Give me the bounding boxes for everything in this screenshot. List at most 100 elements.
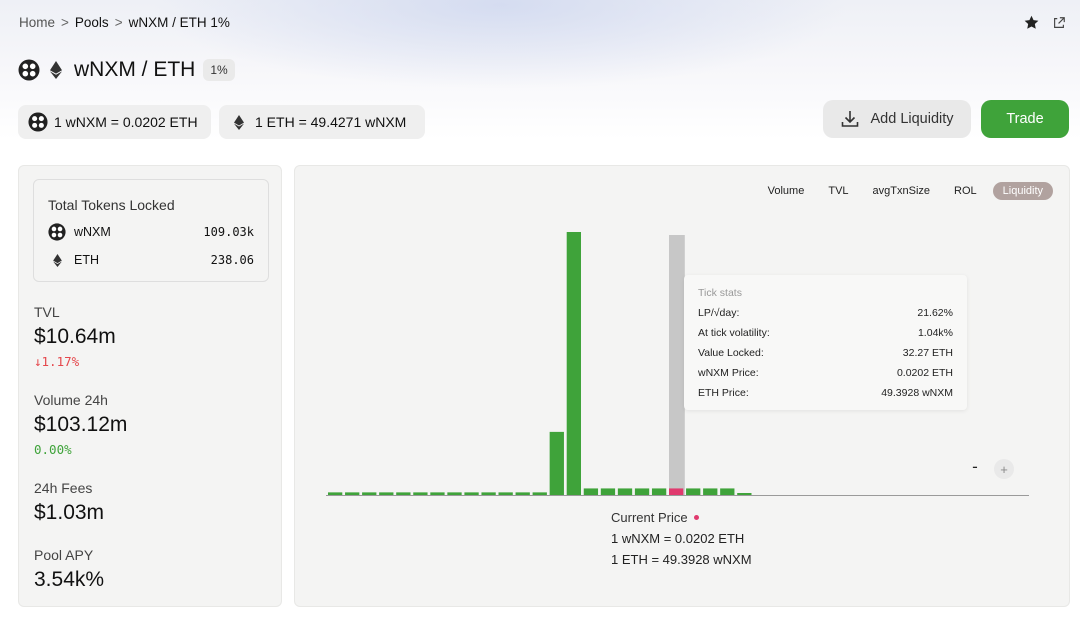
- breadcrumb-separator: >: [114, 15, 123, 30]
- volume-value: $103.12m: [34, 413, 128, 436]
- price-chip-eth[interactable]: 1 ETH = 49.4271 wNXM: [219, 105, 425, 139]
- price-chip-text: 1 wNXM = 0.0202 ETH: [54, 114, 198, 130]
- tooltip-row: Value Locked: 32.27 ETH: [698, 347, 953, 359]
- wnxm-icon: [18, 59, 40, 81]
- download-icon: [842, 111, 859, 127]
- liquidity-bar[interactable]: [737, 493, 752, 495]
- liquidity-bar[interactable]: [328, 492, 343, 495]
- pool-stats-panel: Total Tokens Locked wNXM 109.03k: [18, 165, 282, 607]
- tvl-value: $10.64m: [34, 325, 116, 348]
- breadcrumb-separator: >: [61, 15, 69, 30]
- zoom-out-button[interactable]: -: [972, 457, 978, 476]
- breadcrumb: Home > Pools > wNXM / ETH 1%: [19, 15, 230, 30]
- volume-label: Volume 24h: [34, 392, 108, 408]
- eth-icon: [229, 111, 249, 133]
- current-price-dot-icon: [693, 515, 699, 520]
- apy-label: Pool APY: [34, 547, 94, 563]
- fees-value: $1.03m: [34, 501, 105, 524]
- tick-stats-tooltip: Tick stats LP/√day: 21.62% At tick volat…: [684, 275, 967, 410]
- tooltip-row: ETH Price: 49.3928 wNXM: [698, 387, 953, 399]
- token-row-wnxm: wNXM 109.03k: [48, 222, 254, 242]
- liquidity-bar[interactable]: [549, 431, 564, 495]
- token-amount: 238.06: [210, 253, 254, 267]
- external-link-icon[interactable]: [1052, 16, 1066, 30]
- tooltip-label: wNXM Price:: [698, 367, 759, 379]
- current-tick-bar[interactable]: [669, 488, 684, 495]
- token-symbol: wNXM: [74, 225, 111, 239]
- current-price-label: Current Price: [611, 510, 688, 525]
- tooltip-label: ETH Price:: [698, 387, 749, 399]
- liquidity-bar[interactable]: [498, 492, 513, 495]
- token-row-eth: ETH 238.06: [48, 250, 254, 270]
- tooltip-value: 21.62%: [917, 307, 953, 319]
- total-tokens-locked-card: Total Tokens Locked wNXM 109.03k: [33, 179, 269, 282]
- liquidity-bar-chart[interactable]: [295, 166, 1070, 607]
- liquidity-bar[interactable]: [720, 488, 735, 495]
- add-liquidity-button[interactable]: Add Liquidity: [823, 100, 971, 138]
- tab-tvl[interactable]: TVL: [828, 185, 849, 197]
- liquidity-bar[interactable]: [481, 492, 496, 495]
- liquidity-bar[interactable]: [600, 488, 616, 495]
- price-chip-text: 1 ETH = 49.4271 wNXM: [255, 114, 407, 130]
- liquidity-bar[interactable]: [532, 492, 547, 495]
- liquidity-bar[interactable]: [345, 492, 360, 495]
- liquidity-bar[interactable]: [379, 492, 394, 495]
- trade-button[interactable]: Trade: [981, 100, 1069, 138]
- liquidity-bar[interactable]: [651, 488, 667, 495]
- tab-avgtxnsize[interactable]: avgTxnSize: [872, 185, 931, 197]
- fees-label: 24h Fees: [34, 480, 93, 496]
- chart-tabs: Volume TVL avgTxnSize ROL Liquidity: [756, 182, 1053, 200]
- tooltip-value: 32.27 ETH: [902, 347, 953, 359]
- apy-value: 3.54k%: [34, 568, 105, 591]
- tooltip-value: 1.04k%: [917, 327, 953, 339]
- pool-title: wNXM / ETH 1%: [18, 58, 235, 82]
- liquidity-bar[interactable]: [703, 488, 718, 495]
- liquidity-bar[interactable]: [413, 492, 428, 495]
- current-price-line1: 1 wNXM = 0.0202 ETH: [611, 531, 745, 546]
- fee-badge: 1%: [203, 59, 235, 81]
- liquidity-chart-panel: Volume TVL avgTxnSize ROL Liquidity Tick…: [294, 165, 1070, 607]
- tooltip-value: 49.3928 wNXM: [881, 387, 953, 399]
- tvl-label: TVL: [34, 304, 60, 320]
- breadcrumb-home[interactable]: Home: [19, 15, 56, 30]
- volume-change: 0.00%: [34, 442, 72, 457]
- hover-tick-column: [669, 235, 685, 495]
- tab-liquidity[interactable]: Liquidity: [992, 182, 1053, 200]
- tab-rol[interactable]: ROL: [954, 185, 977, 197]
- liquidity-bar[interactable]: [362, 492, 377, 495]
- eth-icon: [48, 251, 66, 269]
- liquidity-bar[interactable]: [396, 492, 411, 495]
- tooltip-label: LP/√day:: [698, 307, 740, 319]
- price-chip-wnxm[interactable]: 1 wNXM = 0.0202 ETH: [18, 105, 211, 139]
- liquidity-bar[interactable]: [464, 492, 479, 495]
- star-icon[interactable]: [1023, 14, 1040, 31]
- liquidity-bar[interactable]: [583, 488, 599, 495]
- wnxm-icon: [28, 112, 48, 132]
- liquidity-bar[interactable]: [617, 488, 633, 495]
- tab-volume[interactable]: Volume: [767, 185, 805, 197]
- tooltip-label: Value Locked:: [698, 347, 764, 359]
- tooltip-label: At tick volatility:: [698, 327, 770, 339]
- liquidity-bar[interactable]: [515, 492, 530, 495]
- tooltip-row: wNXM Price: 0.0202 ETH: [698, 367, 953, 379]
- tokens-locked-title: Total Tokens Locked: [48, 197, 175, 213]
- liquidity-bar[interactable]: [686, 488, 701, 495]
- zoom-in-button[interactable]: +: [994, 459, 1014, 479]
- eth-icon: [48, 59, 64, 81]
- liquidity-bar[interactable]: [447, 492, 462, 495]
- liquidity-bar[interactable]: [430, 492, 445, 495]
- breadcrumb-pools[interactable]: Pools: [74, 15, 109, 30]
- current-price-line2: 1 ETH = 49.3928 wNXM: [611, 552, 752, 567]
- wnxm-icon: [48, 223, 66, 241]
- liquidity-bar[interactable]: [634, 488, 650, 495]
- tooltip-value: 0.0202 ETH: [896, 367, 953, 379]
- current-price-info: Current Price 1 wNXM = 0.0202 ETH 1 ETH …: [611, 507, 752, 570]
- current-price-label-row: Current Price: [611, 507, 752, 528]
- tooltip-row: At tick volatility: 1.04k%: [698, 327, 953, 339]
- tvl-change: ↓1.17%: [34, 354, 80, 369]
- token-amount: 109.03k: [203, 225, 254, 239]
- header-actions: [1023, 14, 1066, 31]
- pool-name: wNXM / ETH: [74, 58, 196, 81]
- breadcrumb-current: wNXM / ETH 1%: [128, 15, 230, 30]
- liquidity-bar[interactable]: [566, 232, 581, 495]
